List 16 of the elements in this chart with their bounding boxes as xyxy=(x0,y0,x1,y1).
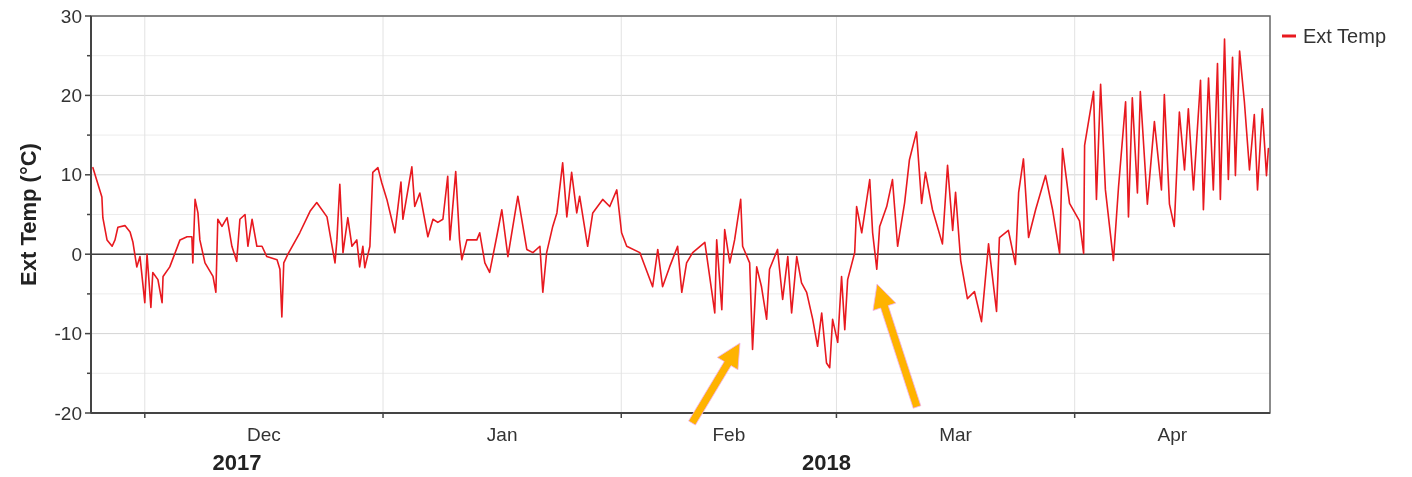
y-tick-label: 30 xyxy=(60,5,82,27)
y-tick-label: 10 xyxy=(60,164,82,186)
text: 2017 xyxy=(212,450,262,475)
x-tick-label: Mar xyxy=(939,424,973,445)
text: 2018 xyxy=(802,450,851,475)
y-tick-label: -20 xyxy=(54,402,82,424)
legend-label: Ext Temp xyxy=(1303,25,1386,47)
line-series xyxy=(92,38,1270,369)
x-tick-label: Dec xyxy=(247,424,281,445)
x-tick-label: Apr xyxy=(1157,424,1188,445)
x-tick-label: Feb xyxy=(712,424,746,445)
y-axis-title: Ext Temp (°C) xyxy=(16,143,41,286)
x-tick-label: Jan xyxy=(486,424,518,445)
y-tick-label: -10 xyxy=(54,323,82,345)
y-tick-label: 0 xyxy=(71,243,82,265)
y-tick-label: 20 xyxy=(60,85,82,107)
